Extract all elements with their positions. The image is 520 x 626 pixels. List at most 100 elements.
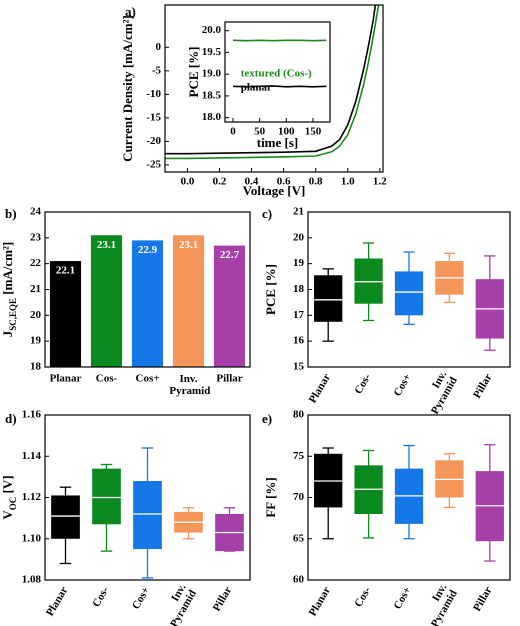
y-tick-label: 19 [30,335,42,347]
x-tick-label: Pillar [471,372,495,401]
x-tick-label: Cos+ [130,585,152,612]
y-axis-label-part: SC,EQE [8,298,18,331]
x-tick-label: Cos+ [391,585,413,612]
y-tick-label: -20 [146,135,161,147]
y-tick-label: -25 [146,158,161,170]
y-tick-label: 19 [293,257,305,269]
x-tick-label: Inv. Pyramid [156,582,199,626]
y-tick-label: 1.08 [22,574,42,586]
x-tick-label: 50 [254,126,266,138]
y-tick-label: 60 [293,574,305,586]
x-axis-label: Voltage [V] [243,183,306,198]
plot-frame [44,414,251,581]
x-tick-label: 0.0 [181,176,195,188]
y-axis-label: VOC [V] [0,475,18,519]
y-axis-label-part: J [0,330,15,337]
inset-background [225,22,330,122]
x-tick-label: Pillar [216,373,242,385]
x-tick-label: 0.6 [277,176,291,188]
y-tick-label: 24 [30,206,42,218]
x-tick-label: Inv. Pyramid [417,582,460,626]
y-axis-label-part: OC [8,497,18,511]
y-axis-label-part: V [0,510,15,520]
value-label: 22.7 [220,249,240,261]
x-tick-label: 0 [230,126,236,138]
line [165,5,380,160]
y-tick-label: 1.12 [22,491,42,503]
x-tick-label: Cos+ [391,372,413,399]
x-tick-label: 1.2 [373,176,387,188]
y-tick-label: 23 [30,231,42,243]
y-tick-label: -5 [152,64,162,76]
y-tick-label: 70 [293,491,305,503]
x-tick-label: 100 [278,126,295,138]
x-tick-label: Inv. Pyramid [417,369,460,419]
y-axis-label: Current Density [mA/cm²] [120,15,135,162]
bar [213,245,246,367]
y-axis-label-part: [mA/cm²] [0,242,15,298]
value-label: 22.9 [138,244,158,256]
x-tick-label: Cos- [90,584,111,609]
x-tick-label: Planar [50,373,82,385]
y-tick-label: 22 [30,257,42,269]
box [394,271,424,316]
x-tick-label: Planar [307,372,333,406]
y-tick-label: 15 [293,361,305,373]
x-tick-label: Pillar [471,585,495,614]
x-tick-label: Planar [44,585,70,619]
bar [90,235,123,367]
line [232,85,327,88]
panel-label: b) [5,206,17,221]
y-tick-label: 20.0 [202,24,222,36]
box [314,275,343,322]
box [51,495,80,539]
legend-label: textured (Cos-) [241,68,312,80]
plot-frame [224,21,331,123]
y-tick-label: 18 [30,361,42,373]
x-tick-label: Cos- [96,373,118,385]
x-tick-label: 0.4 [245,176,259,188]
y-axis-label: FF [%] [263,477,278,517]
panel-label: d) [5,411,17,426]
box [92,468,121,525]
x-tick-label: Cos- [352,371,373,396]
y-tick-label: 20 [30,309,42,321]
y-tick-label: 18 [293,283,305,295]
value-label: 23.1 [179,239,198,251]
plot-frame [307,211,511,368]
y-tick-label: 75 [293,450,305,462]
line [165,5,377,155]
y-tick-label: 1.16 [22,409,42,421]
y-tick-label: 19.0 [202,68,222,80]
value-label: 22.1 [56,265,75,277]
x-tick-label: 150 [305,126,322,138]
y-axis-label: PCE [%] [186,47,201,98]
panel-label: e) [262,411,272,426]
y-tick-label: -15 [146,111,161,123]
y-axis-label: PCE [%] [263,264,278,315]
x-tick-label: Cos+ [136,373,160,385]
panel-label: a) [125,4,136,19]
bar [172,235,205,367]
y-tick-label: 18.0 [202,111,222,123]
panel-label: c) [262,206,272,221]
x-tick-label: Planar [307,585,333,619]
y-tick-label: 80 [293,409,305,421]
y-tick-label: 20 [293,231,305,243]
box [133,481,162,550]
y-tick-label: 0 [156,41,162,53]
x-tick-label: Cos- [352,584,373,609]
y-tick-label: 21 [30,283,41,295]
y-tick-label: 21 [293,206,304,218]
bar [131,240,164,367]
plot-frame [307,414,511,581]
plot-frame [164,4,384,173]
x-tick-label: Inv. Pyramid [167,373,211,397]
plot-frame [44,211,251,368]
x-axis-label: time [s] [257,135,299,150]
y-axis-label-part: [V] [0,475,15,496]
value-label: 23.1 [97,239,116,251]
y-tick-label: 18.5 [202,89,222,101]
x-tick-label: Pillar [211,585,235,614]
